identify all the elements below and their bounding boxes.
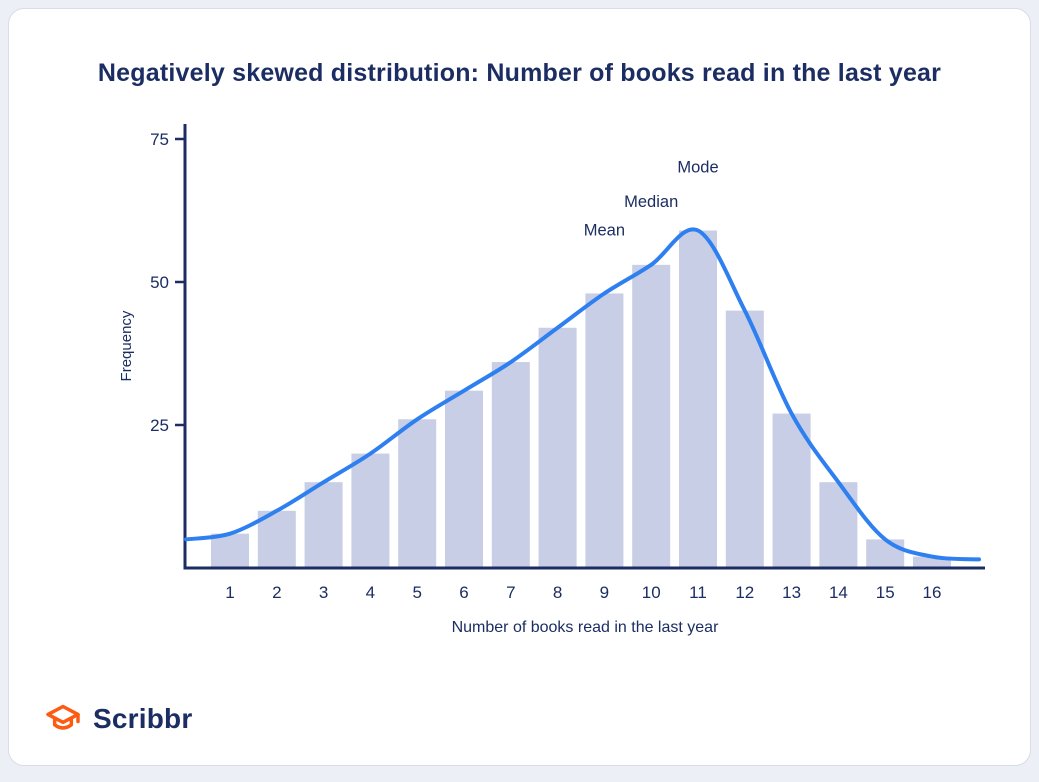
chart-area: 1 2 3 4 5 6 7 8 9 10 11 12 13 14 15 16 25 50 75 Mean Median M… (113, 116, 1030, 641)
chart-svg: 1 2 3 4 5 6 7 8 9 10 11 12 13 14 15 16255075MeanMedianM… (118, 124, 985, 636)
graduation-cap-icon (43, 699, 83, 739)
x-axis-title: Number of books read in the last year (452, 619, 719, 636)
x-tick-label: 4 (366, 583, 375, 602)
histogram-bar (538, 327, 577, 568)
x-tick-label: 9 (600, 583, 609, 602)
y-tick-label: 75 (150, 130, 169, 149)
histogram-bar (211, 533, 249, 568)
histogram-bar (725, 310, 764, 568)
brand-name: Scribbr (93, 703, 193, 734)
brand-logo: Scribbr (43, 699, 192, 739)
x-tick-label: 2 (272, 583, 281, 602)
x-tick-label: 3 (319, 583, 328, 602)
histogram-bar (913, 556, 951, 568)
histogram-bar (445, 390, 483, 568)
x-tick-label: 10 (642, 583, 661, 602)
histogram-bar (632, 264, 671, 568)
chart-card: Negatively skewed distribution: Number o… (8, 8, 1031, 766)
distribution-curve (184, 227, 981, 562)
x-tick-label: 15 (876, 583, 895, 602)
histogram-bar (772, 413, 811, 568)
x-tick-label: 13 (782, 583, 801, 602)
x-tick-label: 12 (735, 583, 754, 602)
histogram-bar (679, 230, 717, 568)
histogram-bar (304, 482, 343, 568)
chart-title: Negatively skewed distribution: Number o… (97, 59, 942, 87)
annotation-median: Median (624, 193, 678, 211)
x-tick-label: 5 (412, 583, 421, 602)
histogram-bar (398, 419, 437, 568)
x-tick-label: 8 (553, 583, 562, 602)
x-tick-label: 16 (923, 583, 942, 602)
x-tick-label: 6 (459, 583, 468, 602)
x-tick-label: 11 (689, 583, 707, 602)
histogram-bar (491, 362, 530, 568)
y-tick-label: 50 (150, 273, 169, 292)
x-tick-label: 7 (506, 583, 515, 602)
annotation-mean: Mean (584, 221, 625, 239)
histogram-bar (585, 293, 624, 568)
y-tick-label: 25 (150, 416, 169, 435)
histogram-bar (257, 510, 296, 568)
x-tick-label: 1 (225, 583, 234, 602)
x-tick-label: 14 (829, 583, 848, 602)
histogram-bar (866, 539, 905, 568)
histogram-bar (351, 453, 390, 568)
y-axis-title: Frequency (118, 310, 135, 381)
annotation-mode: Mode (677, 159, 718, 177)
histogram-bar (819, 482, 858, 568)
